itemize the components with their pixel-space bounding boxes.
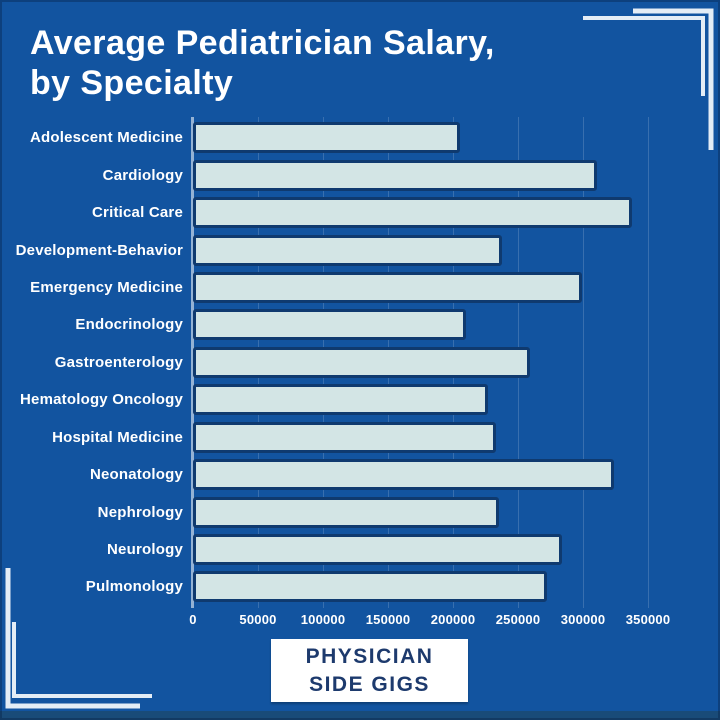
chart-row: Nephrology	[0, 493, 720, 530]
category-label: Emergency Medicine	[30, 278, 183, 296]
category-label: Adolescent Medicine	[29, 129, 183, 147]
bar-area	[193, 456, 720, 493]
salary-bar	[193, 459, 615, 491]
category-label: Nephrology	[97, 503, 183, 521]
category-label: Neurology	[107, 541, 183, 559]
chart-title-line-1: Average Pediatrician Salary,	[30, 24, 495, 62]
chart-row: Neonatology	[0, 456, 720, 493]
chart-row: Critical Care	[0, 194, 720, 231]
category-label: Hematology Oncology	[20, 391, 183, 409]
chart-row: Adolescent Medicine	[0, 119, 720, 156]
brand-line-1: PHYSICIAN	[305, 645, 434, 669]
x-tick-label: 250000	[495, 612, 541, 627]
chart-title-line-2: by Specialty	[30, 63, 234, 102]
x-tick-label: 300000	[560, 612, 606, 627]
bar-area	[193, 306, 720, 343]
x-tick-label: 0	[189, 612, 197, 627]
category-label: Gastroenterology	[54, 353, 183, 371]
brand-line-2: SIDE GIGS	[309, 672, 430, 696]
salary-bar	[193, 571, 547, 603]
salary-bar	[193, 384, 489, 416]
salary-bar	[193, 197, 633, 229]
bar-area	[193, 531, 720, 568]
category-label: Development-Behavior	[15, 241, 183, 259]
bar-area	[193, 194, 720, 231]
x-tick-label: 350000	[625, 612, 671, 627]
salary-bar	[193, 309, 466, 341]
salary-bar	[193, 496, 499, 528]
bar-area	[193, 156, 720, 193]
x-tick-label: 100000	[300, 612, 346, 627]
x-axis: 0 50000 100000 150000 200000 250000 300000 3500…	[189, 612, 670, 632]
salary-bar	[193, 122, 460, 154]
chart-row: Pulmonology	[0, 568, 720, 605]
salary-bar	[193, 234, 503, 266]
category-label: Hospital Medicine	[52, 428, 183, 446]
chart-title: Average Pediatrician Salary, by Specialty	[30, 24, 610, 104]
x-tick-label: 50000	[239, 612, 277, 627]
salary-bar	[193, 271, 582, 303]
category-label: Cardiology	[102, 166, 183, 184]
category-label: Pulmonology	[85, 578, 183, 596]
chart-rows: Adolescent Medicine Cardiology Critical Ca…	[0, 119, 720, 606]
chart-row: Endocrinology	[0, 306, 720, 343]
brand-badge: PHYSICIAN SIDE GIGS	[271, 639, 468, 702]
gridline	[648, 117, 649, 608]
category-label: Neonatology	[89, 466, 183, 484]
salary-bar	[193, 534, 563, 566]
bar-area	[193, 269, 720, 306]
x-tick-label: 150000	[365, 612, 411, 627]
bar-area	[193, 419, 720, 456]
salary-bar	[193, 421, 496, 453]
chart-row: Development-Behavior	[0, 231, 720, 268]
chart-row: Gastroenterology	[0, 344, 720, 381]
bar-area	[193, 231, 720, 268]
chart-row: Hematology Oncology	[0, 381, 720, 418]
chart-row: Hospital Medicine	[0, 419, 720, 456]
bar-area	[193, 568, 720, 605]
chart-row: Emergency Medicine	[0, 269, 720, 306]
gridline	[583, 117, 584, 608]
bar-area	[193, 344, 720, 381]
y-axis-line	[191, 117, 194, 608]
bar-area	[193, 119, 720, 156]
salary-bar	[193, 159, 598, 191]
bar-chart: Adolescent Medicine Cardiology Critical Ca…	[0, 117, 720, 632]
chart-row: Neurology	[0, 531, 720, 568]
chart-row: Cardiology	[0, 156, 720, 193]
x-tick-label: 200000	[430, 612, 476, 627]
bar-area	[193, 493, 720, 530]
bar-area	[193, 381, 720, 418]
category-label: Endocrinology	[75, 316, 183, 334]
category-label: Critical Care	[92, 204, 183, 222]
salary-bar	[193, 346, 530, 378]
